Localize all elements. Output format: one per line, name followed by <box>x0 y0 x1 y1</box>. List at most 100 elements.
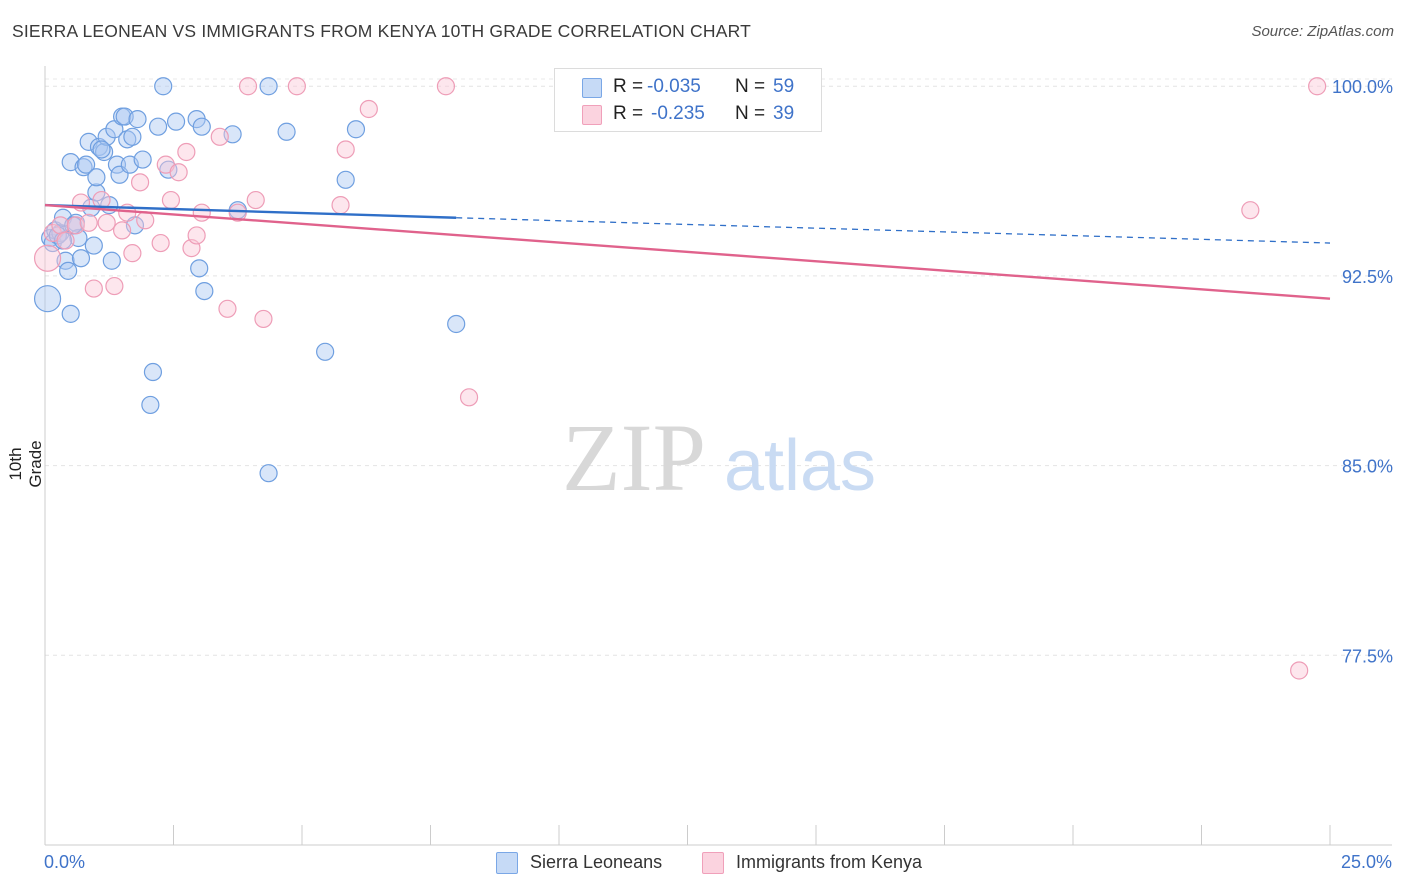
stats-row-sierra-leoneans: R = -0.035 N = 59 <box>555 75 821 101</box>
source-credit: Source: ZipAtlas.com <box>1251 23 1394 40</box>
data-point <box>59 261 78 280</box>
data-point <box>447 314 466 334</box>
stats-n-value: 39 <box>773 103 795 124</box>
data-point <box>123 127 142 146</box>
data-point <box>161 190 181 210</box>
data-point <box>95 142 114 162</box>
data-point <box>102 251 121 270</box>
legend-swatch-kenya <box>702 852 724 874</box>
data-point <box>192 203 211 222</box>
data-point <box>259 77 278 96</box>
data-point <box>210 127 229 146</box>
data-point <box>77 155 96 174</box>
data-point <box>133 150 152 169</box>
data-point <box>254 309 273 329</box>
data-point <box>123 244 142 263</box>
trend-line-sierra-leoneans <box>44 203 457 219</box>
chart-title: SIERRA LEONEAN VS IMMIGRANTS FROM KENYA … <box>12 21 752 41</box>
stats-r-label: R = <box>613 103 644 124</box>
data-point <box>130 173 150 192</box>
data-point <box>228 203 247 222</box>
data-point <box>190 259 209 278</box>
data-point <box>316 342 335 361</box>
data-point <box>89 137 109 157</box>
data-point <box>1241 201 1260 220</box>
data-point <box>33 244 62 272</box>
legend-label: Immigrants from Kenya <box>736 852 923 872</box>
data-point <box>71 249 91 268</box>
data-point <box>177 142 196 162</box>
legend-label: Sierra Leoneans <box>530 852 663 872</box>
trend-lines <box>44 203 1331 300</box>
watermark-atlas: atlas <box>724 426 876 506</box>
data-point <box>259 464 278 483</box>
data-point <box>218 299 237 318</box>
stats-box: R = -0.035 N = 59 R = -0.235 N = 39 <box>554 68 822 132</box>
data-point <box>33 285 62 313</box>
data-point <box>246 190 265 210</box>
data-point <box>87 168 106 187</box>
y-tick-labels: 100.0% 92.5% 85.0% 77.5% <box>1332 77 1393 666</box>
data-point <box>359 99 378 119</box>
data-point <box>61 304 80 323</box>
data-point <box>92 140 111 159</box>
watermark: ZIP atlas <box>562 404 876 511</box>
series-kenya <box>33 77 1327 680</box>
legend-swatch-sierra-leoneans <box>496 852 518 874</box>
data-point <box>105 276 124 296</box>
series-sierra-leoneans <box>33 77 466 483</box>
data-point <box>436 77 456 96</box>
stats-row-kenya: R = -0.235 N = 39 <box>555 102 821 128</box>
data-point <box>84 279 103 298</box>
y-tick-label: 85.0% <box>1342 457 1393 477</box>
data-point <box>143 362 163 382</box>
trend-line-kenya <box>44 203 1331 300</box>
data-point <box>187 226 206 245</box>
stats-n-value: 59 <box>773 76 795 97</box>
data-point <box>136 211 155 230</box>
data-point <box>346 120 366 139</box>
data-point <box>336 140 355 159</box>
data-point <box>74 158 93 177</box>
stats-n-label: N = <box>735 103 766 124</box>
data-point <box>148 117 168 136</box>
data-point <box>336 170 355 189</box>
data-point <box>277 122 296 141</box>
axes <box>44 66 1392 846</box>
data-point <box>97 213 116 232</box>
data-point <box>1290 661 1309 680</box>
stats-r-value: -0.035 <box>647 76 701 97</box>
data-point <box>1308 77 1327 96</box>
stats-r-label: R = <box>613 76 644 97</box>
data-point <box>151 233 170 253</box>
y-tick-label: 100.0% <box>1332 77 1393 97</box>
trend-line-extension <box>456 217 1331 244</box>
watermark-zip: ZIP <box>562 404 706 511</box>
data-point <box>238 77 258 96</box>
stats-swatch-kenya <box>582 105 602 125</box>
data-point <box>128 110 147 129</box>
stats-r-value: -0.235 <box>651 103 705 124</box>
data-point <box>51 216 70 235</box>
data-point <box>331 196 350 215</box>
y-tick-label: 92.5% <box>1342 267 1393 287</box>
data-point <box>192 117 211 136</box>
data-point <box>141 395 160 415</box>
x-tick-label-min: 0.0% <box>44 852 86 872</box>
data-point <box>195 282 214 301</box>
y-tick-label: 77.5% <box>1342 646 1393 666</box>
data-point <box>169 163 188 182</box>
stats-swatch-sierra-leoneans <box>582 78 602 98</box>
x-tick-label-max: 25.0% <box>1340 852 1392 872</box>
data-point <box>287 77 306 96</box>
data-point <box>56 231 75 250</box>
data-point <box>118 130 137 149</box>
data-points <box>33 77 1327 680</box>
data-point <box>84 236 103 255</box>
stats-n-label: N = <box>735 76 766 97</box>
data-point <box>166 112 186 131</box>
data-point <box>154 77 173 96</box>
data-point <box>112 221 132 240</box>
data-point <box>79 213 98 232</box>
